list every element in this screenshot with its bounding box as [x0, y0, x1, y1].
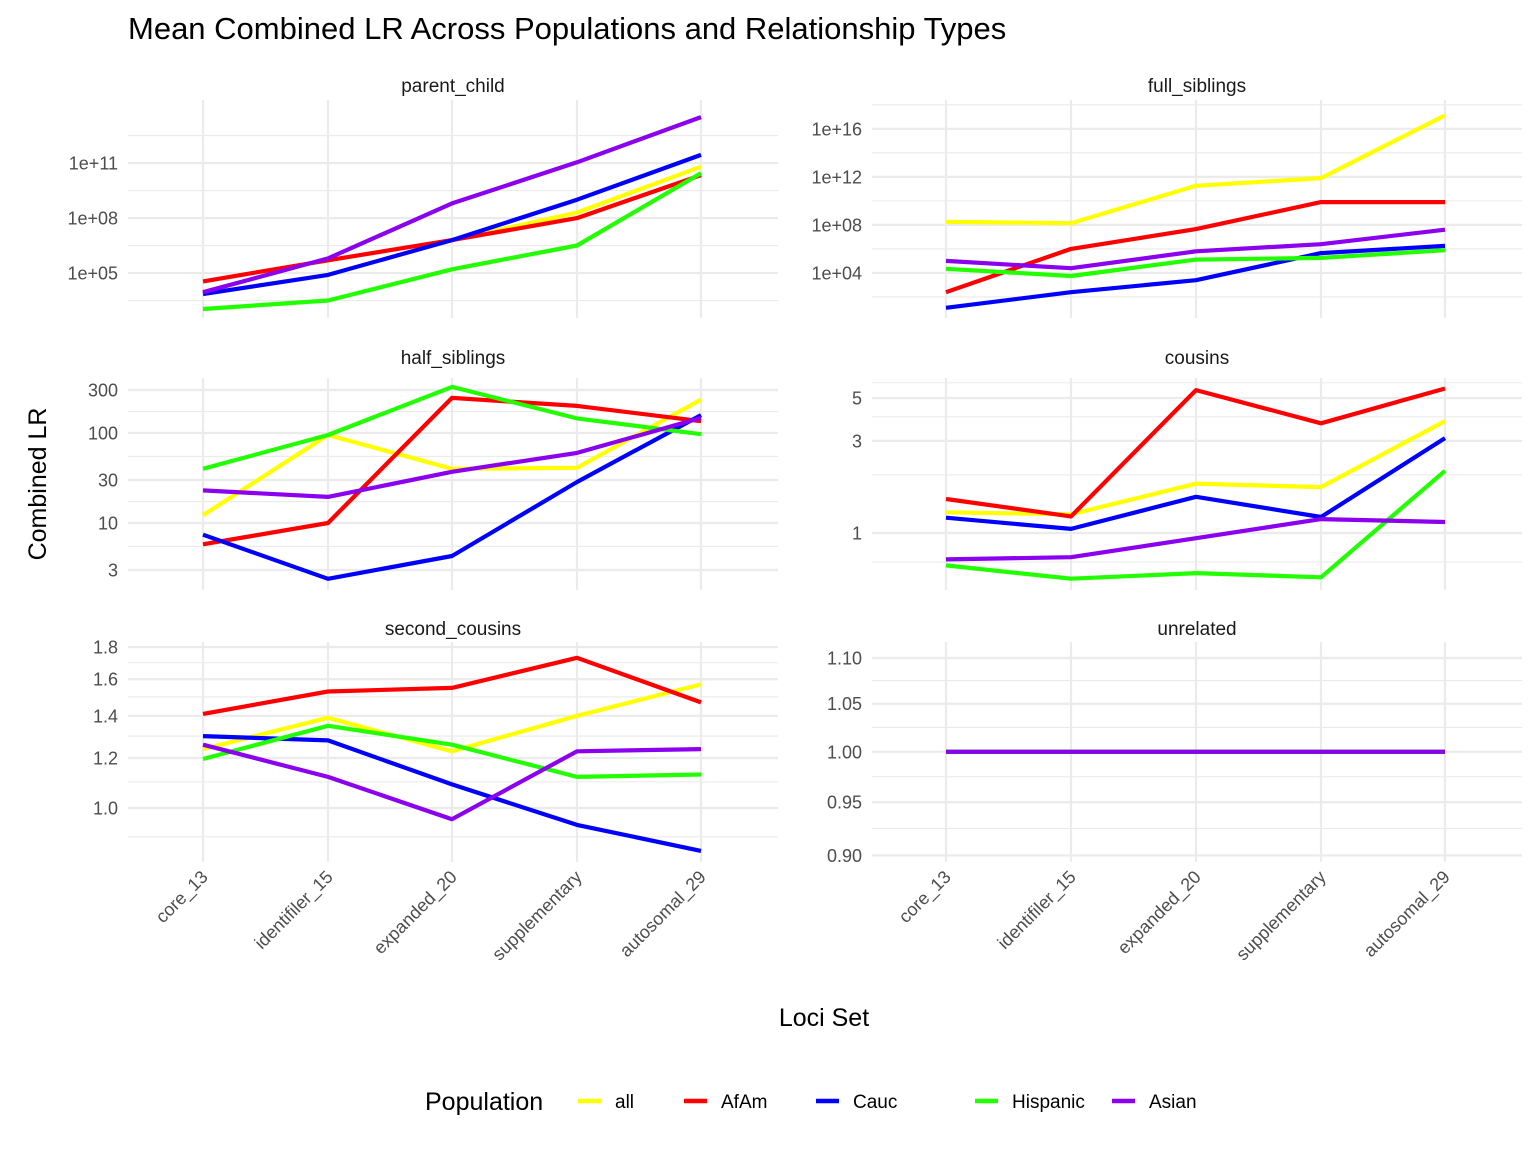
y-tick-label: 1e+08 [811, 215, 862, 235]
panel-half-siblings: half_siblings 3 10 30 100 300 [88, 348, 778, 590]
panel-cousins: cousins 1 3 5 [852, 348, 1522, 590]
y-tick-label: 1e+05 [67, 264, 118, 284]
y-tick-label: 30 [98, 471, 118, 491]
y-tick-label: 0.90 [827, 846, 862, 866]
legend-item-all: all [578, 1092, 634, 1113]
facet-strip-label: full_siblings [1148, 76, 1246, 97]
legend-label: AfAm [721, 1092, 767, 1113]
x-tick-label: autosomal_29 [1360, 867, 1455, 962]
x-tick-label: supplementary [1232, 867, 1330, 965]
y-tick-label: 0.95 [827, 793, 862, 813]
series-line-cauc [945, 243, 1446, 310]
y-tick-label: 300 [88, 381, 118, 401]
series-line-hispanic [202, 723, 702, 780]
series-line-afam [202, 655, 702, 716]
y-tick-label: 1.2 [93, 749, 118, 769]
y-tick-label: 100 [88, 423, 118, 443]
y-tick-label: 1.4 [93, 706, 118, 726]
series-line-asian [945, 516, 1446, 562]
legend: Population all AfAm Cauc Hispanic Asian [425, 1088, 1197, 1116]
legend-label: all [615, 1092, 634, 1113]
y-tick-label: 1 [852, 524, 862, 544]
series-line-all [945, 419, 1446, 517]
y-tick-label: 3 [108, 561, 118, 581]
series-line-all [945, 113, 1446, 226]
facet-strip-label: unrelated [1157, 619, 1236, 640]
series-line-asian [202, 742, 702, 822]
y-tick-label: 1.10 [827, 648, 862, 668]
series-line-hispanic [202, 384, 702, 471]
panel-full-siblings: full_siblings 1e+04 1e+08 1e+12 1e+16 [811, 76, 1522, 318]
series-line-hispanic [202, 171, 703, 312]
y-tick-label: 1e+04 [811, 263, 862, 283]
y-tick-label: 1e+08 [67, 209, 118, 229]
y-tick-label: 1.8 [93, 637, 118, 657]
x-tick-label: expanded_20 [1114, 867, 1206, 959]
x-tick-label: identifiler_15 [994, 867, 1081, 954]
facet-strip-label: second_cousins [385, 619, 521, 640]
y-tick-label: 5 [852, 389, 862, 409]
x-tick-label: supplementary [488, 867, 586, 965]
series-line-asian [945, 227, 1446, 271]
legend-label: Asian [1149, 1092, 1197, 1113]
series-line-cauc [202, 152, 702, 297]
legend-title: Population [425, 1088, 543, 1116]
x-tick-label: identifiler_15 [251, 867, 338, 954]
y-tick-label: 3 [852, 431, 862, 451]
series-line-afam [202, 395, 702, 547]
series-line-all [202, 682, 702, 754]
legend-item-afam: AfAm [684, 1092, 767, 1113]
x-tick-label: autosomal_29 [616, 867, 711, 962]
x-axis-title: Loci Set [779, 1004, 869, 1032]
y-tick-label: 1.6 [93, 670, 118, 690]
series-line-hispanic [945, 469, 1447, 581]
series-line-afam [945, 200, 1445, 295]
series-line-cauc [202, 413, 702, 581]
series-line-hispanic [945, 248, 1446, 279]
panel-second-cousins: second_cousins 1.0 1.2 1.4 1.6 1.8 [93, 619, 778, 862]
facet-panels: parent_child 1e+05 1e+08 1e+11 full_siblings… [67, 76, 1522, 964]
series-line-afam [945, 386, 1446, 519]
facet-strip-label: half_siblings [401, 348, 506, 369]
series-line-asian [202, 115, 702, 295]
x-axis-ticks-left: core_13 identifiler_15 expanded_20 suppleme… [152, 867, 711, 965]
x-axis-ticks-right: core_13 identifiler_15 expanded_20 suppleme… [895, 867, 1455, 965]
series-line-asian [202, 415, 702, 499]
y-tick-label: 1.05 [827, 694, 862, 714]
legend-item-hispanic: Hispanic [975, 1092, 1085, 1113]
panel-unrelated: unrelated 0.90 0.95 1.00 1.05 1.10 [827, 619, 1522, 866]
series-line-cauc [945, 436, 1447, 532]
panel-parent-child: parent_child 1e+05 1e+08 1e+11 [67, 76, 778, 318]
x-tick-label: expanded_20 [370, 867, 462, 959]
chart-title: Mean Combined LR Across Populations and … [128, 11, 1006, 46]
facet-strip-label: parent_child [401, 76, 505, 97]
x-tick-label: core_13 [152, 867, 213, 928]
y-tick-label: 10 [98, 513, 118, 533]
facet-strip-label: cousins [1165, 348, 1229, 369]
y-tick-label: 1e+16 [811, 119, 862, 139]
y-axis-title: Combined LR [24, 408, 52, 561]
y-tick-label: 1e+11 [69, 154, 118, 174]
legend-label: Cauc [853, 1092, 897, 1113]
y-tick-label: 1.0 [93, 798, 118, 818]
y-tick-label: 1.00 [827, 742, 862, 762]
legend-label: Hispanic [1012, 1092, 1085, 1113]
legend-item-asian: Asian [1112, 1092, 1197, 1113]
legend-item-cauc: Cauc [816, 1092, 897, 1113]
y-tick-label: 1e+12 [811, 167, 862, 187]
x-tick-label: core_13 [895, 867, 956, 928]
series-line-all [201, 397, 703, 517]
